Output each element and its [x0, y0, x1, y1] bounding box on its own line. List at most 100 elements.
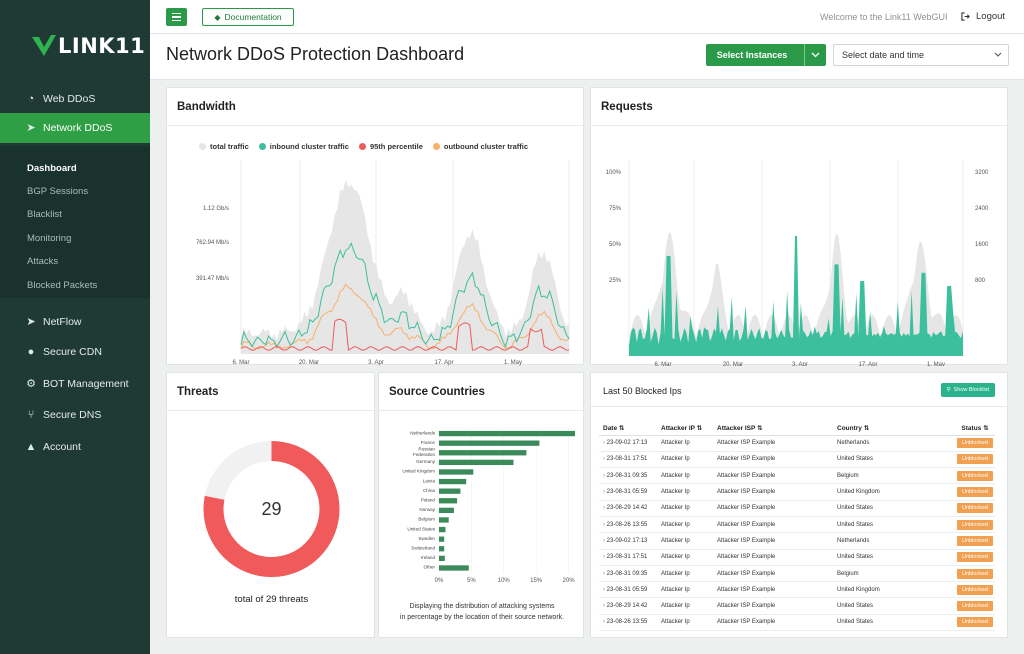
cell-text: Attacker ISP Example	[717, 440, 776, 447]
cell-text: United States	[837, 603, 874, 610]
x-tick-label: 15%	[530, 578, 543, 584]
cell-text: Attacker ISP Example	[717, 603, 776, 610]
topbar: ◆ Documentation Welcome to the Link11 We…	[150, 0, 1024, 34]
source-countries-title: Source Countries	[389, 386, 485, 398]
expand-chevron-icon[interactable]: ›	[603, 521, 607, 528]
subnav-item-dashboard[interactable]: Dashboard	[27, 163, 77, 174]
cell-text: United States	[837, 456, 874, 463]
subnav-item-bgp-sessions[interactable]: BGP Sessions	[27, 186, 89, 197]
logo[interactable]: LINK11	[32, 34, 145, 58]
sidebar-item-secure-dns[interactable]: ⑂ Secure DNS	[0, 400, 150, 430]
table-cell: Attacker ISP Example	[717, 516, 837, 534]
expand-chevron-icon[interactable]: ›	[603, 456, 607, 463]
bar[interactable]	[439, 517, 449, 523]
date-time-select[interactable]: Select date and time	[833, 44, 1009, 66]
status-badge: Unblocked	[957, 552, 993, 563]
legend-item[interactable]: outbound cluster traffic	[432, 142, 528, 151]
bar[interactable]	[439, 488, 461, 494]
dns-icon: ⑂	[27, 409, 35, 421]
bar[interactable]	[439, 498, 458, 504]
expand-chevron-icon[interactable]: ›	[603, 505, 607, 512]
logout-button[interactable]: Logout	[961, 11, 1005, 22]
cell-text: 23-09-02 17:13	[606, 440, 648, 447]
bar[interactable]	[439, 430, 575, 437]
expand-chevron-icon[interactable]: ›	[603, 570, 607, 577]
cell-text: Attacker Ip	[661, 537, 690, 544]
table-row[interactable]: › 23-08-31 17:51 Attacker Ip Attacker ISP …	[599, 549, 995, 566]
table-row[interactable]: › 23-08-31 17:51 Attacker Ip Attacker ISP …	[599, 451, 995, 469]
bar[interactable]	[439, 459, 514, 466]
table-row[interactable]: › 23-08-31 05:59 Attacker Ip Attacker ISP …	[599, 483, 995, 501]
column-header[interactable]: Status ⇅	[955, 421, 995, 436]
bar[interactable]	[439, 555, 445, 562]
table-cell: Unblocked	[955, 483, 995, 501]
expand-chevron-icon[interactable]: ›	[603, 472, 607, 479]
documentation-button[interactable]: ◆ Documentation	[202, 8, 294, 26]
bar[interactable]	[439, 565, 469, 571]
select-instances-button[interactable]: Select Instances	[706, 44, 826, 66]
expand-chevron-icon[interactable]: ›	[603, 586, 607, 593]
sort-icon: ⇅	[617, 424, 625, 432]
table-row[interactable]: › 23-08-29 14:42 Attacker Ip Attacker ISP …	[599, 597, 995, 615]
blocked-ips-table: Date ⇅ Attacker IP ⇅ Attacker ISP ⇅ Country…	[599, 421, 995, 632]
subnav-item-blocked-packets[interactable]: Blocked Packets	[27, 280, 98, 291]
logo-text: LINK11	[58, 34, 146, 58]
table-row[interactable]: › 23-08-26 13:55 Attacker Ip Attacker ISP …	[599, 614, 995, 632]
bar[interactable]	[439, 536, 445, 542]
table-row[interactable]: › 23-09-02 17:13 Attacker Ip Attacker ISP …	[599, 435, 995, 452]
table-row[interactable]: › 23-08-26 13:55 Attacker Ip Attacker ISP …	[599, 516, 995, 534]
bar[interactable]	[439, 440, 540, 446]
column-header[interactable]: Attacker ISP ⇅	[717, 421, 837, 436]
cell-text: Attacker Ip	[661, 505, 690, 512]
sidebar-item-web-ddos[interactable]: ◔ Web DDoS	[0, 84, 150, 114]
sidebar-item-bot-management[interactable]: ⚙ BOT Management	[0, 369, 150, 399]
subnav-item-monitoring[interactable]: Monitoring	[27, 233, 72, 244]
column-header[interactable]: Attacker IP ⇅	[661, 421, 717, 436]
expand-chevron-icon[interactable]: ›	[603, 619, 607, 626]
expand-chevron-icon[interactable]: ›	[603, 489, 607, 496]
expand-chevron-icon[interactable]: ›	[603, 440, 607, 447]
column-header[interactable]: Date ⇅	[599, 421, 661, 436]
title-row: Network DDoS Protection Dashboard Select…	[150, 34, 1024, 80]
table-cell: Attacker ISP Example	[717, 581, 837, 599]
legend-item[interactable]: inbound cluster traffic	[258, 142, 349, 151]
table-row[interactable]: › 23-08-31 09:35 Attacker Ip Attacker ISP …	[599, 467, 995, 485]
bar[interactable]	[439, 546, 445, 552]
y-tick-label: 1.12 Gb/s	[203, 206, 229, 212]
subnav-item-attacks[interactable]: Attacks	[27, 256, 59, 267]
table-row[interactable]: › 23-08-29 14:42 Attacker Ip Attacker ISP …	[599, 500, 995, 517]
table-row[interactable]: › 23-08-31 09:35 Attacker Ip Attacker ISP …	[599, 565, 995, 583]
legend-item[interactable]: total traffic	[199, 142, 249, 151]
bar[interactable]	[439, 469, 474, 475]
cell-text: 23-08-29 14:42	[606, 603, 648, 610]
cell-text: 23-08-26 13:55	[606, 619, 648, 626]
column-header-label: Country	[837, 424, 862, 432]
bar[interactable]	[439, 478, 467, 485]
expand-chevron-icon[interactable]: ›	[603, 537, 607, 544]
show-blocklist-button[interactable]: ⚲ Show Blocklist	[940, 383, 995, 397]
sidebar-item-account[interactable]: ▲ Account	[0, 432, 150, 462]
menu-toggle-button[interactable]	[166, 8, 187, 26]
cell-text: United States	[837, 505, 874, 512]
table-cell: › 23-08-26 13:55	[599, 614, 661, 632]
bar[interactable]	[439, 526, 446, 533]
sidebar-item-network-ddos[interactable]: ➤ Network DDoS	[0, 113, 150, 143]
sidebar-item-netflow[interactable]: ➤ NetFlow	[0, 307, 150, 337]
expand-chevron-icon[interactable]: ›	[603, 554, 607, 561]
bar[interactable]	[439, 450, 527, 456]
subnav-item-blacklist[interactable]: Blacklist	[27, 209, 62, 220]
expand-chevron-icon[interactable]: ›	[603, 603, 607, 610]
table-cell: › 23-08-31 17:51	[599, 451, 661, 469]
chevron-down-icon[interactable]	[804, 44, 826, 66]
sidebar-item-secure-cdn[interactable]: ● Secure CDN	[0, 337, 150, 367]
legend-item[interactable]: 95th percentile	[358, 142, 423, 151]
column-header-label: Status	[961, 424, 982, 432]
table-cell: Belgium	[837, 565, 955, 583]
table-row[interactable]: › 23-09-02 17:13 Attacker Ip Attacker ISP …	[599, 532, 995, 550]
bar[interactable]	[439, 507, 454, 514]
column-header[interactable]: Country ⇅	[837, 421, 955, 436]
table-row[interactable]: › 23-08-31 05:59 Attacker Ip Attacker ISP …	[599, 581, 995, 599]
countries-caption-line1: Displaying the distribution of attacking…	[409, 603, 555, 610]
y-right-tick-label: 2400	[975, 206, 989, 212]
requests-card: Requests 100% 75% 50% 25% 3200 2400 1600 800 6. …	[590, 87, 1008, 366]
